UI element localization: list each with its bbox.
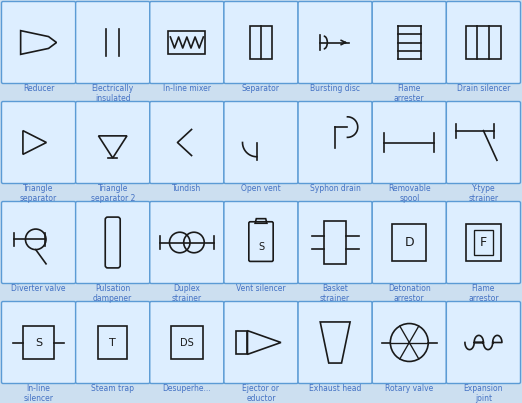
Text: Open vent: Open vent [241, 184, 281, 193]
FancyBboxPatch shape [446, 2, 520, 83]
Text: Electrically
insulated: Electrically insulated [91, 84, 134, 104]
Text: Rotary valve: Rotary valve [385, 384, 433, 393]
Text: Vent silencer: Vent silencer [236, 284, 286, 293]
Text: Steam trap: Steam trap [91, 384, 134, 393]
Bar [466, 26, 501, 59]
Text: Y-type
strainer: Y-type strainer [468, 184, 499, 204]
FancyBboxPatch shape [150, 2, 224, 83]
Text: Triangle
separator 2: Triangle separator 2 [90, 184, 135, 204]
FancyBboxPatch shape [2, 202, 76, 283]
FancyBboxPatch shape [372, 2, 446, 83]
FancyBboxPatch shape [224, 2, 298, 83]
FancyBboxPatch shape [76, 202, 150, 283]
Text: Diverter valve: Diverter valve [11, 284, 66, 293]
Text: Exhaust head: Exhaust head [309, 384, 361, 393]
FancyBboxPatch shape [372, 301, 446, 384]
FancyBboxPatch shape [446, 202, 520, 283]
FancyBboxPatch shape [298, 102, 372, 183]
FancyBboxPatch shape [2, 102, 76, 183]
Text: Syphon drain: Syphon drain [310, 184, 361, 193]
Text: Reducer: Reducer [23, 84, 54, 93]
FancyBboxPatch shape [224, 301, 298, 384]
FancyBboxPatch shape [224, 102, 298, 183]
FancyBboxPatch shape [298, 2, 372, 83]
FancyBboxPatch shape [446, 102, 520, 183]
FancyBboxPatch shape [372, 102, 446, 183]
Text: Duplex
strainer: Duplex strainer [172, 284, 202, 303]
FancyBboxPatch shape [150, 301, 224, 384]
Text: Pulsation
dampener: Pulsation dampener [93, 284, 133, 303]
FancyBboxPatch shape [298, 202, 372, 283]
FancyBboxPatch shape [76, 102, 150, 183]
Text: Expansion
joint: Expansion joint [464, 384, 503, 403]
Text: Flame
arrester: Flame arrester [394, 84, 424, 104]
Text: Separator: Separator [242, 84, 280, 93]
Bar [325, 221, 346, 264]
Text: D: D [405, 236, 414, 249]
FancyBboxPatch shape [298, 301, 372, 384]
FancyBboxPatch shape [224, 202, 298, 283]
Bar [23, 326, 54, 359]
Text: Removable
spool: Removable spool [388, 184, 431, 204]
Text: F: F [480, 236, 487, 249]
Text: Tundish: Tundish [172, 184, 201, 193]
Text: Flame
arrestor: Flame arrestor [468, 284, 499, 303]
FancyBboxPatch shape [76, 301, 150, 384]
Bar [392, 224, 426, 262]
FancyBboxPatch shape [446, 301, 520, 384]
Bar [250, 26, 272, 59]
Bar [99, 326, 127, 359]
FancyBboxPatch shape [76, 2, 150, 83]
Text: Detonation
arrestor: Detonation arrestor [388, 284, 431, 303]
Text: Drain silencer: Drain silencer [457, 84, 510, 93]
Bar [171, 326, 203, 359]
FancyBboxPatch shape [150, 102, 224, 183]
Bar [236, 330, 247, 354]
Bar [466, 224, 501, 262]
FancyBboxPatch shape [150, 202, 224, 283]
FancyBboxPatch shape [2, 2, 76, 83]
Bar [473, 230, 493, 255]
Bar [169, 31, 205, 54]
Text: Desuperhe...: Desuperhe... [162, 384, 211, 393]
Text: In-line
silencer: In-line silencer [23, 384, 54, 403]
Text: Triangle
separator: Triangle separator [20, 184, 57, 204]
Text: In-line mixer: In-line mixer [163, 84, 211, 93]
Text: Basket
strainer: Basket strainer [320, 284, 350, 303]
Text: DS: DS [180, 337, 194, 347]
Text: Bursting disc: Bursting disc [310, 84, 360, 93]
Text: S: S [35, 337, 42, 347]
FancyBboxPatch shape [372, 202, 446, 283]
Text: T: T [109, 337, 116, 347]
Text: S: S [258, 242, 264, 252]
FancyBboxPatch shape [2, 301, 76, 384]
Text: Ejector or
eductor: Ejector or eductor [243, 384, 279, 403]
